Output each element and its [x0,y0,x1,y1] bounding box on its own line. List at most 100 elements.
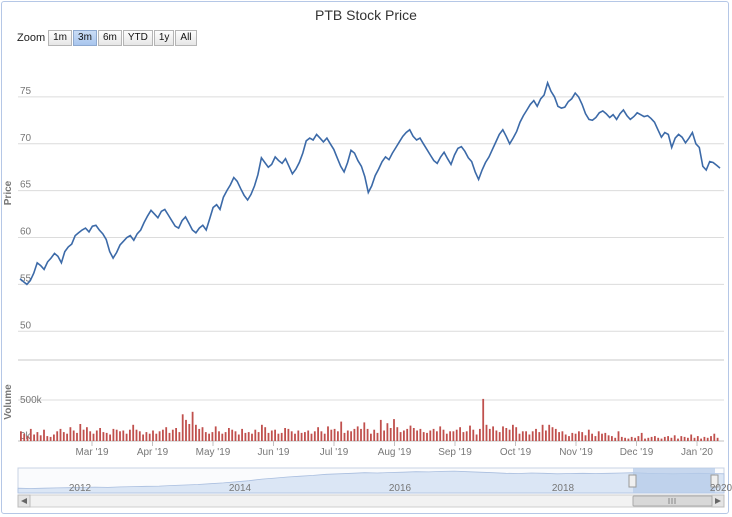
volume-bar [396,427,399,441]
volume-bar [452,431,455,441]
volume-bar [198,428,201,442]
volume-bar [406,428,409,442]
volume-bar [492,426,494,441]
navigator-selected-range[interactable] [633,468,715,493]
zoom-all-button[interactable]: All [175,30,197,46]
zoom-3m-button[interactable]: 3m [73,30,97,46]
chart-title: PTB Stock Price [315,7,417,23]
navigator-left-handle[interactable] [628,474,637,488]
arrow-left-icon [21,498,27,504]
zoom-6m-button[interactable]: 6m [97,30,122,46]
volume-bar [611,436,613,441]
price-tick-label: 50 [20,320,32,331]
volume-bar [92,433,95,441]
volume-bar [277,433,280,441]
volume-bar [469,425,471,441]
volume-bar [46,436,49,441]
volume-axis-title: Volume [3,384,14,420]
volume-bar [393,419,395,441]
volume-bar [495,430,498,441]
volume-bar [20,431,22,441]
volume-bar [340,421,343,441]
volume-bar [518,433,521,441]
price-tick-label: 55 [20,273,32,284]
volume-bar [449,431,451,441]
volume-bar [667,436,669,441]
volume-bar [634,437,636,441]
zoom-1m-button[interactable]: 1m [48,30,73,46]
volume-bar [158,431,161,441]
zoom-label: Zoom [17,32,46,44]
price-line [19,80,721,286]
volume-bar [710,436,712,441]
volume-bar [436,431,438,441]
scrollbar-track[interactable] [17,494,725,508]
volume-bar [257,432,260,441]
volume-bar [270,430,273,441]
volume-bar [211,432,214,441]
zoom-1y-button[interactable]: 1y [153,30,175,46]
volume-bar [280,432,283,441]
volume-bar [346,430,349,441]
volume-bar [171,429,174,441]
volume-bar [195,424,197,441]
navigator-year-labels: 2012 2014 2016 2018 2020 [69,483,732,494]
price-axis-title: Price [3,180,14,205]
price-tick-label: 75 [20,86,32,97]
volume-bar [304,432,306,441]
volume-bar [578,431,580,441]
volume-bar [102,432,105,441]
volume-bar [670,437,673,441]
zoom-ytd-button[interactable]: YTD [122,30,153,46]
grip-icon [668,498,676,504]
volume-bar [267,432,270,441]
volume-bar [29,428,32,442]
volume-bar [561,431,564,441]
volume-bar [350,431,352,441]
volume-bar [264,427,267,441]
volume-bar [175,428,177,441]
volume-bar [505,428,508,441]
volume-bar [214,426,217,441]
navigator[interactable]: 2012 2014 2016 2018 2020 [17,467,732,494]
volume-bar [56,431,59,441]
x-tick-label: Sep '19 [438,447,472,458]
volume-bar [360,428,362,442]
volume-bar [39,435,42,441]
volume-bar [53,434,55,441]
volume-bar [36,432,39,441]
x-tick-label: Nov '19 [559,447,593,458]
volume-bar [502,426,504,441]
volume-bar [416,430,418,441]
volume-bar [640,432,643,441]
volume-bar [548,424,551,441]
volume-bar [234,431,237,441]
volume-bar [317,427,319,441]
volume-bar [657,437,660,441]
volume-bar [660,438,663,441]
volume-bar [465,431,468,441]
volume-bar [693,437,696,441]
navigator-year-label: 2016 [389,483,412,494]
price-tick-labels: 50 55 60 65 70 75 [20,86,32,331]
navigator-year-label: 2014 [229,483,252,494]
navigator-year-label: 2018 [552,483,575,494]
volume-bar [412,428,415,441]
volume-bar [135,429,138,441]
zoom-selector: Zoom 1m 3m 6m YTD 1y All [17,30,198,46]
volume-bar [261,424,263,441]
volume-bar [307,430,310,441]
volume-bar [152,430,154,441]
volume-bar [515,427,518,441]
volume-bar [379,419,382,441]
volume-bar [475,434,478,441]
volume-bar [716,437,719,441]
volume-bar [531,431,534,441]
scrollbar[interactable] [17,494,725,508]
volume-bar [132,424,135,441]
volume-bar [627,438,630,441]
navigator-right-handle[interactable] [710,474,719,488]
volume-bar [59,428,62,442]
volume-bar [538,432,541,441]
x-axis-labels: Mar '19 Apr '19 May '19 Jun '19 Jul '19 Aug '… [75,441,713,458]
